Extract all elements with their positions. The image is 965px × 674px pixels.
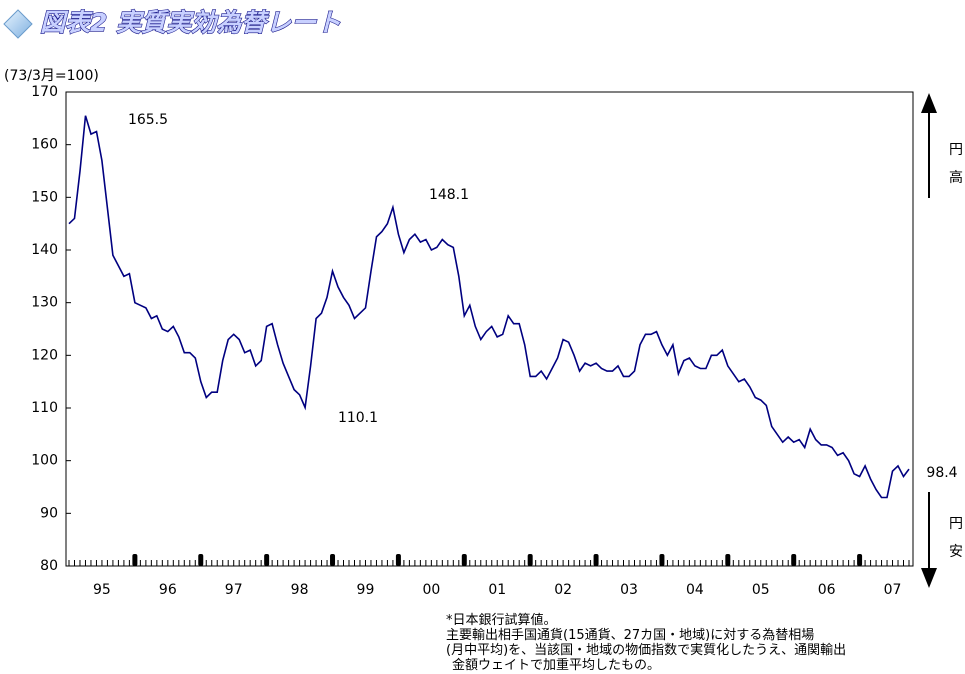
y-tick-label: 110 [31,400,58,416]
x-tick-label: 04 [686,582,704,598]
plot-frame [65,91,914,567]
y-tick-label: 100 [31,453,58,469]
note: 主要輸出相手国通貨(15通貨、27カ国・地域)に対する為替相場 [446,627,814,643]
year-tick [593,554,599,566]
year-tick [132,554,138,566]
x-tick-label: 07 [884,582,902,598]
x-tick-label: 05 [752,582,770,598]
y-tick-label: 160 [31,137,58,153]
x-tick-label: 02 [554,582,572,598]
x-tick-label: 96 [159,582,177,598]
right-label: 高 [949,169,963,186]
y-tick-label: 140 [31,242,58,258]
y-tick-label: 170 [31,84,58,100]
y-tick-label: 90 [40,505,58,521]
year-tick [330,554,336,566]
x-tick-label: 06 [818,582,836,598]
annotation: 165.5 [128,112,168,128]
x-tick-label: 98 [291,582,309,598]
year-tick [725,554,731,566]
x-tick-label: 03 [620,582,638,598]
year-tick [198,554,204,566]
y-tick-label: 80 [40,558,58,574]
x-tick-label: 00 [422,582,440,598]
annotation: 148.1 [429,187,469,203]
right-label: 円 [949,516,963,532]
right-label: 安 [949,544,963,560]
title: 図表2 実質実効為替レート [40,8,341,37]
line [68,115,910,499]
annotation: 98.4 [926,465,957,481]
note: (月中平均)を、当該国・地域の物価指数で実質化したうえ、通関輸出 [446,642,846,658]
year-tick [461,554,467,566]
y-tick-label: 130 [31,295,58,311]
year-tick [857,554,863,566]
note: *日本銀行試算値。 [446,612,557,628]
title-icon [3,9,33,39]
year-tick [527,554,533,566]
year-tick [264,554,270,566]
y-tick-label: 120 [31,347,58,363]
year-tick [791,554,797,566]
x-tick-label: 97 [225,582,243,598]
note: 金額ウェイトで加重平均したもの。 [452,657,660,673]
annotation: 110.1 [338,410,378,426]
year-tick [659,554,665,566]
x-tick-label: 99 [357,582,375,598]
x-tick-label: 95 [93,582,111,598]
unit-label: (73/3月=100) [4,68,99,84]
x-tick-label: 01 [488,582,506,598]
right-label: 円 [949,142,963,158]
year-tick [395,554,401,566]
y-tick-label: 150 [31,189,58,205]
